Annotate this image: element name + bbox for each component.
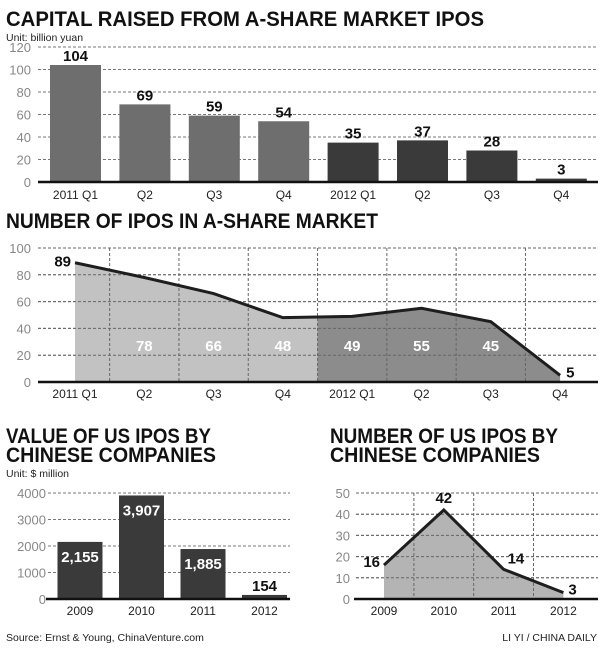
chart2-data-label: 45 (482, 338, 499, 355)
chart3-y-tick: 3000 (17, 513, 46, 528)
chart1-title: CAPITAL RAISED FROM A-SHARE MARKET IPOS (6, 8, 484, 31)
chart1-data-label: 37 (414, 123, 431, 140)
chart2-y-tick: 20 (17, 348, 31, 363)
chart1-bar (119, 104, 171, 182)
chart3-unit: Unit: $ million (6, 468, 69, 480)
chart1-y-tick: 100 (9, 63, 31, 78)
chart4-x-tick: 2009 (371, 604, 398, 618)
chart1-data-label: 59 (206, 99, 223, 116)
chart3-bar (57, 541, 103, 599)
chart2-y-tick: 40 (17, 321, 31, 336)
chart1-y-tick: 20 (17, 153, 31, 168)
chart3-y-tick: 2000 (17, 539, 46, 554)
chart3-y-tick: 1000 (17, 566, 46, 581)
chart3-x-tick: 2009 (67, 604, 94, 618)
chart2-x-tick: Q3 (483, 387, 499, 401)
chart1-bar (258, 121, 310, 182)
chart2-data-label: 89 (54, 254, 71, 271)
chart3-bar (180, 549, 226, 599)
chart1-x-tick: 2012 Q1 (330, 188, 376, 202)
chart1-x-tick: Q2 (137, 188, 153, 202)
chart4-y-tick: 0 (343, 592, 350, 607)
chart2-x-tick: Q3 (206, 387, 222, 401)
source-note: Source: Ernst & Young, ChinaVenture.com (6, 632, 204, 644)
chart1-data-label: 69 (137, 87, 154, 104)
chart1-bar (327, 142, 379, 182)
chart4-y-tick: 30 (336, 528, 350, 543)
chart2-data-label: 5 (566, 364, 574, 381)
chart2-area-2012 (317, 308, 561, 382)
chart3-x-tick: 2011 (190, 604, 216, 618)
chart1-data-label: 54 (275, 104, 292, 121)
chart1-y-tick: 120 (9, 40, 31, 55)
chart3-title-line2: CHINESE COMPANIES (6, 444, 216, 467)
chart1-bar (188, 115, 240, 182)
chart2-line (74, 261, 562, 377)
chart4-x-tick: 2012 (550, 604, 577, 618)
chart3-x-tick: 2012 (251, 604, 278, 618)
chart4-data-label: 3 (568, 582, 576, 599)
chart1-y-tick: 0 (24, 175, 31, 190)
chart1-x-tick: 2011 Q1 (53, 188, 98, 202)
chart4-y-tick: 50 (336, 486, 350, 501)
chart4-data-label: 14 (508, 550, 525, 567)
chart2-y-tick: 100 (9, 241, 31, 256)
chart1-x-tick: Q3 (484, 188, 500, 202)
chart4-y-tick: 40 (336, 507, 350, 522)
chart2-x-tick: Q2 (413, 387, 429, 401)
chart4-title-line2: CHINESE COMPANIES (330, 444, 540, 467)
chart4-data-label: 42 (435, 490, 452, 507)
chart3-y-tick: 0 (39, 592, 46, 607)
chart1-x-tick: Q4 (553, 188, 569, 202)
chart3-data-label: 154 (252, 578, 278, 595)
chart4-x-tick: 2010 (430, 604, 457, 618)
chart1-unit: Unit: billion yuan (6, 32, 83, 44)
chart2-x-tick: 2012 Q1 (329, 387, 375, 401)
chart2-x-tick: Q4 (275, 387, 291, 401)
chart4-line (382, 507, 564, 595)
chart2-area-2011 (75, 262, 318, 382)
chart3-data-label: 1,885 (184, 556, 222, 573)
chart4-title-line1: NUMBER OF US IPOS BY (330, 425, 558, 448)
chart3-bar (119, 495, 164, 599)
chart4-y-tick: 10 (336, 571, 350, 586)
chart2-data-label: 55 (413, 338, 430, 355)
chart2-x-tick: 2011 Q1 (52, 387, 97, 401)
chart1-x-tick: Q4 (276, 188, 292, 202)
chart1-x-tick: Q3 (206, 188, 222, 202)
chart2-x-tick: Q2 (136, 387, 152, 401)
chart2-y-tick: 0 (24, 375, 31, 390)
chart2-data-label: 66 (205, 338, 222, 355)
chart1-bar (50, 65, 101, 182)
chart1-y-tick: 80 (17, 85, 31, 100)
chart2-x-tick: Q4 (552, 387, 568, 401)
chart4-y-tick: 20 (336, 550, 350, 565)
chart1-bar (466, 150, 518, 182)
chart2-data-label: 78 (136, 338, 153, 355)
chart4-x-tick: 2011 (491, 604, 517, 618)
chart3-bar (242, 594, 287, 599)
chart2-y-tick: 60 (17, 295, 31, 310)
chart2-y-tick: 80 (17, 268, 31, 283)
chart1-data-label: 35 (345, 126, 362, 143)
credit: LI YI / CHINA DAILY (502, 632, 597, 644)
chart1-bar (397, 140, 448, 182)
chart1-x-tick: Q2 (414, 188, 430, 202)
chart1-y-tick: 60 (17, 108, 31, 123)
chart1-data-label: 3 (557, 162, 565, 179)
chart2-data-label: 48 (275, 338, 292, 355)
chart2-data-label: 49 (344, 338, 361, 355)
chart3-title-line1: VALUE OF US IPOS BY (6, 425, 211, 448)
chart3-data-label: 3,907 (123, 502, 161, 519)
chart3-y-tick: 4000 (17, 486, 46, 501)
chart3-x-tick: 2010 (128, 604, 155, 618)
chart3-data-label: 2,155 (61, 549, 99, 566)
chart4-data-label: 16 (363, 554, 380, 571)
chart1-y-tick: 40 (17, 130, 31, 145)
chart1-data-label: 104 (63, 48, 89, 65)
chart2-title: NUMBER OF IPOS IN A-SHARE MARKET (6, 210, 378, 233)
chart1-bar (535, 178, 587, 182)
chart1-data-label: 28 (484, 134, 501, 151)
